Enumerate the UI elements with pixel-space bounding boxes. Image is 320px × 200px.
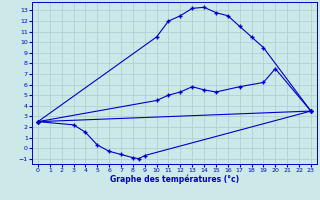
X-axis label: Graphe des températures (°c): Graphe des températures (°c) <box>110 175 239 184</box>
